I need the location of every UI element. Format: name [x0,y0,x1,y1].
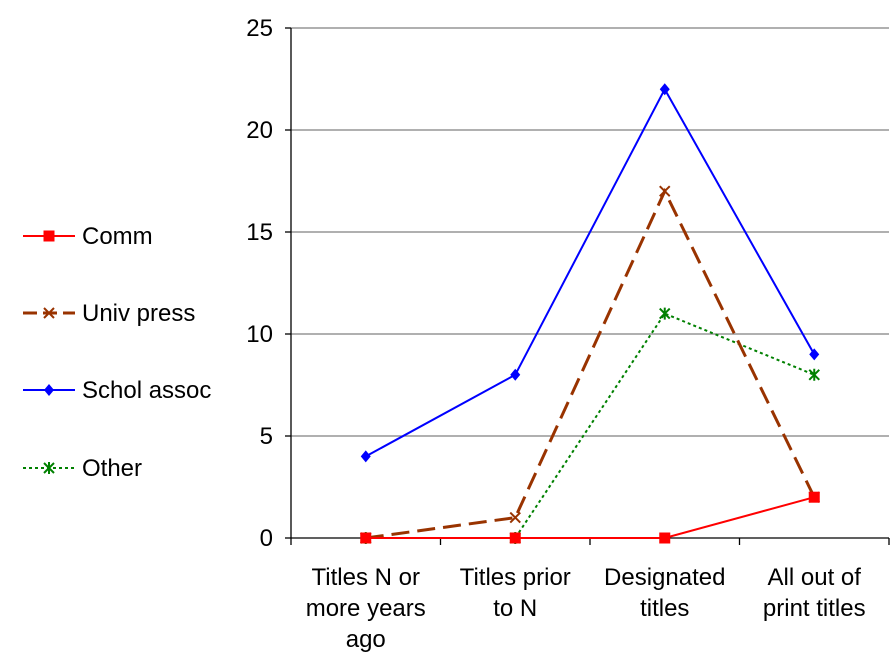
point-comm [360,532,372,544]
legend-item-univ-press: Univ press [23,300,195,327]
y-tick-label: 5 [260,423,273,450]
point-schol-assoc [809,348,820,361]
y-tick-label: 10 [246,321,273,348]
series-comm [360,491,820,544]
x-tick-label: Titles prior to N [460,564,571,622]
legend-label: Other [82,455,142,482]
point-schol-assoc [510,368,521,381]
y-tick-label: 15 [246,219,273,246]
legend-item-schol-assoc: Schol assoc [23,377,211,404]
legend-item-comm: Comm [23,223,153,250]
legend: Comm Univ press Schol assoc Other [23,223,211,482]
point-univ-press [509,511,521,524]
x-tick-label-line: Designated [604,564,725,591]
x-tick-label-line: All out of [768,564,862,591]
y-tick-label: 20 [246,117,273,144]
point-comm [659,532,671,544]
x-tick-label-line: to N [493,595,537,622]
x-tick-label: Designated titles [604,564,725,622]
y-tick-label: 0 [260,525,273,552]
legend-label: Comm [82,223,153,250]
x-tick-label: All out of print titles [763,564,866,622]
legend-label: Schol assoc [82,377,211,404]
point-comm [808,491,820,503]
point-other [659,307,671,320]
point-schol-assoc [659,83,670,96]
legend-marker [43,307,55,319]
legend-item-other: Other [23,455,142,482]
series-line-other [365,312,815,539]
x-tick-label-line: Titles prior [460,564,571,591]
point-univ-press [659,185,671,197]
series-lines [360,83,820,544]
legend-marker [43,230,55,242]
point-schol-assoc [360,450,371,463]
series-line-comm [365,496,815,539]
legend-marker [43,462,55,474]
series-line-univ-press [365,187,816,540]
x-tick-label-line: ago [346,626,386,653]
legend-label: Univ press [82,300,195,327]
x-tick-label-line: titles [640,595,689,622]
x-tick-label: Titles N or more years ago [306,564,426,653]
point-comm [509,532,521,544]
point-other [808,368,820,381]
series-schol-assoc [360,83,820,463]
legend-marker [44,384,54,396]
series-line-schol-assoc [365,87,816,458]
x-tick-label-line: Titles N or [312,564,420,591]
x-tick-label-line: print titles [763,595,866,622]
x-tick-label-line: more years [306,595,426,622]
y-tick-label: 25 [246,15,273,42]
series-other [360,307,820,544]
